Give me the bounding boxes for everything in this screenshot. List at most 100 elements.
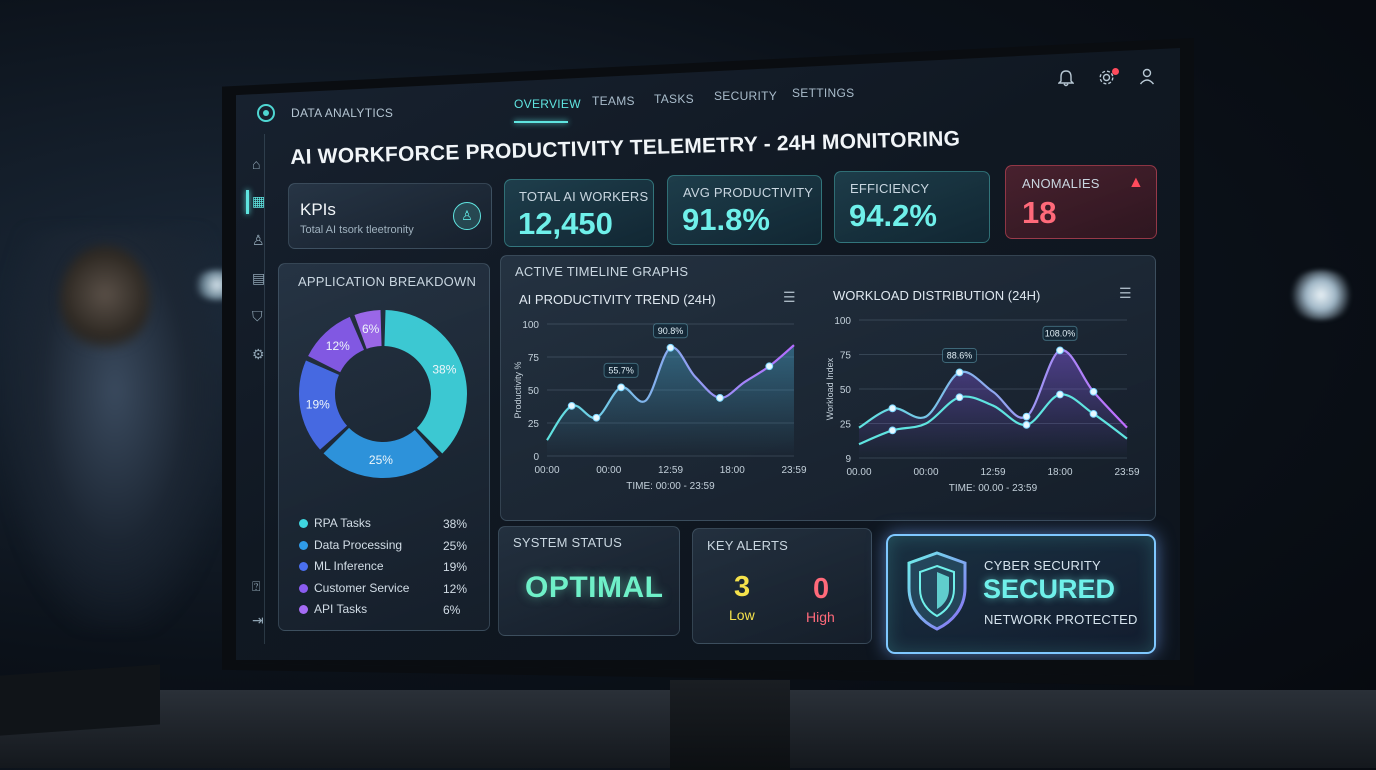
legend-value: 19% (443, 560, 468, 574)
data-point (1089, 409, 1098, 418)
user-icon[interactable] (1139, 68, 1155, 89)
grid-icon[interactable]: ▦ (252, 193, 266, 209)
breakdown-title: APPLICATION BREAKDOWN (298, 274, 477, 289)
x-tick-label: 12:59 (980, 467, 1005, 478)
home-icon[interactable]: ⌂ (252, 156, 261, 172)
legend-label: API Tasks (314, 602, 368, 616)
y-axis-label: Workload Index (825, 357, 835, 420)
workload-area-chart: 9 25 50 75 100 00.00 00:00 12:59 18:00 23:59 TIME:… (825, 316, 1140, 494)
y-tick-label: 9 (845, 454, 851, 465)
point-label-bg (942, 347, 977, 363)
x-tick-label: 18:00 (1047, 467, 1072, 478)
tab-settings[interactable]: SETTINGS (792, 86, 855, 100)
warning-icon: ▲ (1128, 174, 1144, 191)
x-tick-label: 23:59 (781, 465, 806, 476)
x-axis-label: TIME: 00:00 - 23:59 (626, 481, 715, 492)
logo-icon (257, 104, 275, 122)
kpis-subtitle: Total AI tsork tleetronity (300, 224, 414, 236)
monitor-stand (670, 680, 790, 770)
y-axis-label: Productivity % (513, 361, 523, 418)
system-status-card: SYSTEM STATUS OPTIMAL (498, 526, 680, 636)
productivity-chart-menu-icon[interactable]: ☰ (783, 289, 796, 305)
legend-label: ML Inference (314, 559, 384, 573)
y-tick-label: 25 (528, 419, 540, 430)
sidebar-divider (264, 134, 265, 644)
system-status-value: OPTIMAL (525, 571, 664, 604)
donut-slice-4 (308, 316, 364, 373)
point-label: 90.8% (658, 326, 684, 336)
keyboard (0, 664, 160, 736)
cyber-security-subtitle: NETWORK PROTECTED (984, 612, 1138, 627)
workload-chart-menu-icon[interactable]: ☰ (1119, 285, 1132, 301)
clipboard-icon[interactable]: ▤ (252, 270, 266, 286)
breakdown-donut-chart: 38% 25% 19% 12% 6% (299, 310, 467, 479)
y-tick-label: 50 (528, 386, 540, 397)
anomalies-value: 18 (1022, 195, 1057, 230)
total-workers-card: TOTAL AI WORKERS 12,450 (504, 179, 654, 247)
productivity-chart-title: AI PRODUCTIVITY TREND (24H) (519, 292, 716, 307)
point-label-bg (603, 362, 639, 378)
timeline-graphs-card: ACTIVE TIMELINE GRAPHS AI PRODUCTIVITY T… (500, 255, 1156, 521)
timeline-title: ACTIVE TIMELINE GRAPHS (515, 264, 689, 279)
donut-slice-5 (354, 310, 382, 349)
legend-value: 25% (443, 538, 468, 553)
anomalies-card[interactable]: ANOMALIES ▲ 18 (1005, 165, 1157, 239)
cyber-security-title: CYBER SECURITY (984, 558, 1101, 573)
avg-productivity-card: AVG PRODUCTIVITY 91.8% (667, 175, 822, 245)
productivity-line-chart: 0 25 50 75 100 00:00 00:00 12:59 18:00 23:59 TIME:… (513, 320, 807, 492)
shield-icon[interactable]: ⛉ (252, 308, 263, 324)
total-workers-value: 12,450 (518, 206, 613, 241)
series-area (547, 345, 794, 456)
system-status-label: SYSTEM STATUS (513, 535, 623, 550)
data-point (955, 368, 964, 377)
sidebar-user-icon[interactable]: ♙ (252, 232, 265, 248)
data-point (955, 393, 964, 402)
y-tick-label: 50 (840, 385, 852, 396)
tab-security[interactable]: SECURITY (714, 89, 778, 103)
kpi-user-icon: ♙ (453, 202, 481, 230)
donut-slice-3 (299, 360, 348, 450)
efficiency-label: EFFICIENCY (850, 181, 930, 196)
y-tick-label: 100 (834, 316, 851, 327)
workload-chart-title: WORKLOAD DISTRIBUTION (24H) (833, 288, 1041, 303)
data-point (617, 383, 625, 392)
x-tick-label: 18:00 (720, 465, 745, 476)
point-label-bg (1042, 325, 1078, 341)
tab-teams[interactable]: TEAMS (592, 94, 635, 108)
logout-icon[interactable]: ⇥ (252, 612, 264, 628)
bell-icon[interactable] (1057, 70, 1075, 91)
x-tick-label: 00:00 (534, 465, 559, 476)
legend-label: Customer Service (314, 580, 410, 595)
donut-slice-label: 19% (306, 397, 330, 411)
series-line (858, 349, 1128, 429)
donut-slice-label: 25% (369, 453, 393, 467)
legend-dot (299, 540, 308, 550)
data-point (592, 413, 601, 422)
y-tick-label: 25 (840, 420, 852, 431)
x-tick-label: 12:59 (658, 465, 683, 476)
low-alert-label: Low (729, 607, 755, 623)
data-point (765, 362, 774, 371)
dashboard-screen: DATA ANALYTICS OVERVIEW TEAMS TASKS SECU… (236, 48, 1180, 676)
y-tick-label: 0 (533, 452, 539, 463)
sidebar-gear-icon[interactable]: ⚙ (252, 346, 265, 362)
cyber-security-card[interactable]: CYBER SECURITY SECURED NETWORK PROTECTED (886, 534, 1156, 654)
data-point (567, 401, 576, 410)
shield-check-icon (907, 551, 967, 631)
data-point (1022, 412, 1031, 421)
page-title: AI WORKFORCE PRODUCTIVITY TELEMETRY - 24… (290, 127, 961, 169)
tab-overview[interactable]: OVERVIEW (514, 97, 581, 111)
point-label: 108.0% (1045, 328, 1076, 338)
point-label: 88.6% (947, 350, 973, 360)
key-alerts-card[interactable]: KEY ALERTS 3 Low 0 High (692, 528, 872, 644)
high-alert-count: 0 (813, 573, 830, 605)
help-icon[interactable]: ⍰ (252, 578, 261, 594)
data-point (716, 394, 724, 402)
tab-tasks[interactable]: TASKS (654, 92, 694, 106)
gear-icon[interactable] (1098, 69, 1115, 90)
notification-dot (1112, 68, 1119, 75)
data-point (888, 426, 897, 435)
anomalies-label: ANOMALIES (1022, 176, 1100, 191)
avg-productivity-value: 91.8% (682, 202, 770, 237)
active-tab-indicator (514, 121, 568, 123)
